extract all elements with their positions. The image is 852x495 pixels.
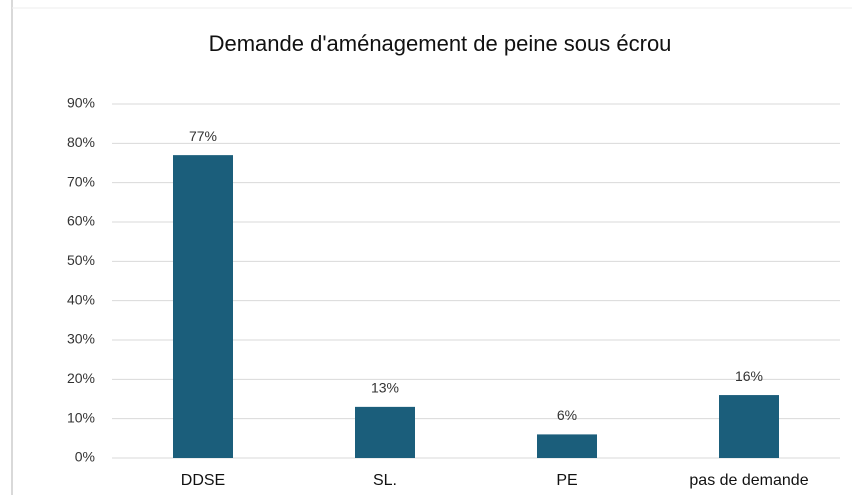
- y-tick-label: 30%: [67, 331, 95, 347]
- bar: [537, 434, 597, 458]
- x-tick-label: pas de demande: [689, 472, 808, 489]
- y-tick-label: 50%: [67, 252, 95, 268]
- bar: [355, 406, 415, 458]
- y-tick-label: 20%: [67, 370, 95, 386]
- y-tick-label: 60%: [67, 213, 95, 229]
- y-tick-label: 70%: [67, 173, 95, 189]
- data-label: 16%: [735, 368, 763, 384]
- y-tick-label: 0%: [75, 449, 95, 465]
- y-tick-label: 10%: [67, 409, 95, 425]
- y-tick-label: 90%: [67, 95, 95, 111]
- x-tick-label: PE: [556, 472, 577, 489]
- chart-title: Demande d'aménagement de peine sous écro…: [209, 31, 672, 56]
- bar: [719, 395, 779, 458]
- x-tick-label: DDSE: [181, 472, 225, 489]
- data-label: 77%: [189, 128, 217, 144]
- y-tick-label: 80%: [67, 134, 95, 150]
- x-tick-label: SL.: [373, 472, 397, 489]
- data-label: 13%: [371, 380, 399, 396]
- bar: [173, 155, 233, 458]
- y-tick-label: 40%: [67, 291, 95, 307]
- data-label: 6%: [557, 407, 577, 423]
